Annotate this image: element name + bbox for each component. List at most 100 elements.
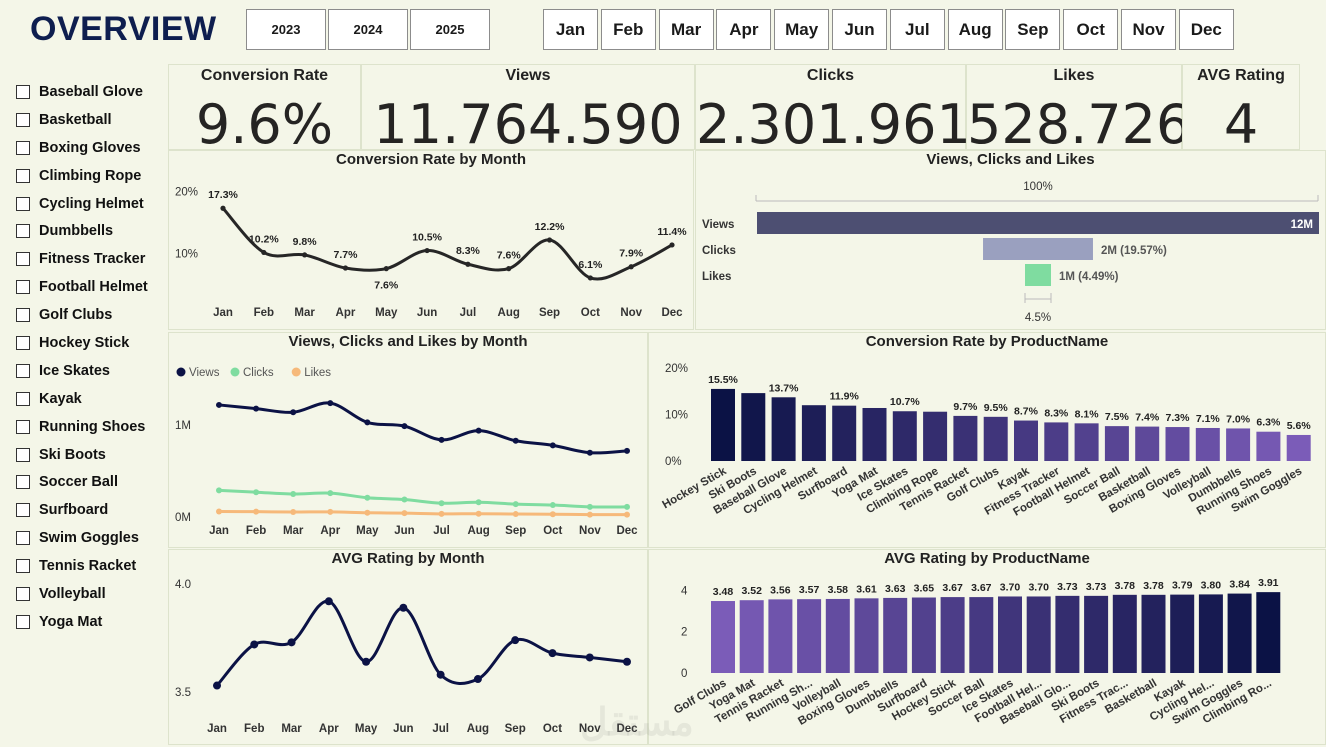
month-button-dec[interactable]: Dec — [1178, 9, 1234, 50]
slicer-item-label: Baseball Glove — [39, 83, 143, 100]
data-point — [401, 510, 408, 517]
slicer-item-cycling-helmet[interactable]: Cycling Helmet — [16, 190, 166, 218]
checkbox[interactable] — [16, 140, 30, 155]
bar — [1112, 594, 1137, 673]
checkbox[interactable] — [16, 224, 30, 239]
checkbox[interactable] — [16, 391, 30, 406]
x-tick-label: Dec — [616, 723, 638, 735]
month-button-jun[interactable]: Jun — [832, 9, 887, 50]
year-button-2023[interactable]: 2023 — [246, 9, 326, 50]
data-point — [549, 511, 556, 518]
month-button-nov[interactable]: Nov — [1121, 9, 1176, 50]
slicer-item-baseball-glove[interactable]: Baseball Glove — [16, 78, 166, 106]
year-button-2024[interactable]: 2024 — [328, 9, 408, 50]
data-point — [327, 490, 334, 497]
checkbox[interactable] — [16, 614, 30, 629]
slicer-item-kayak[interactable]: Kayak — [16, 385, 166, 413]
data-label: 3.78 — [1143, 580, 1164, 592]
slicer-item-surfboard[interactable]: Surfboard — [16, 496, 166, 524]
kpi-value: 528.726 — [967, 93, 1191, 156]
data-label: 15.5% — [708, 374, 738, 386]
funnel-value-label: 1M (4.49%) — [1059, 271, 1119, 283]
data-label: 8.3% — [456, 245, 481, 257]
data-label: 3.84 — [1229, 579, 1250, 591]
month-button-sep[interactable]: Sep — [1005, 9, 1061, 50]
data-label: 3.91 — [1258, 577, 1279, 589]
data-point — [512, 437, 519, 444]
slicer-item-yoga-mat[interactable]: Yoga Mat — [16, 608, 166, 636]
checkbox[interactable] — [16, 168, 30, 183]
month-button-jan[interactable]: Jan — [543, 9, 598, 50]
checkbox[interactable] — [16, 112, 30, 127]
checkbox[interactable] — [16, 475, 30, 490]
data-point — [324, 597, 333, 606]
data-label: 3.70 — [1000, 581, 1021, 593]
slicer-item-soccer-ball[interactable]: Soccer Ball — [16, 468, 166, 496]
checkbox[interactable] — [16, 252, 30, 267]
checkbox[interactable] — [16, 559, 30, 574]
checkbox[interactable] — [16, 503, 30, 518]
data-point — [587, 275, 593, 281]
slicer-item-hockey-stick[interactable]: Hockey Stick — [16, 329, 166, 357]
checkbox[interactable] — [16, 586, 30, 601]
data-label: 3.58 — [828, 584, 849, 596]
slicer-item-tennis-racket[interactable]: Tennis Racket — [16, 552, 166, 580]
slicer-item-label: Football Helmet — [39, 279, 148, 296]
slicer-item-basketball[interactable]: Basketball — [16, 106, 166, 134]
data-label: 10.5% — [412, 232, 442, 244]
data-point — [287, 638, 296, 647]
chart-title: Conversion Rate by ProductName — [865, 333, 1109, 350]
product-slicer: Baseball Glove Basketball Boxing Gloves Cli… — [16, 78, 166, 636]
slicer-item-fitness-tracker[interactable]: Fitness Tracker — [16, 245, 166, 273]
data-point — [506, 266, 512, 272]
month-button-jul[interactable]: Jul — [889, 9, 945, 50]
data-point — [548, 649, 557, 658]
year-button-2025[interactable]: 2025 — [410, 9, 490, 50]
conversion-by-month-panel: Conversion Rate by Month 20% 10% 17.3% Jan 1… — [168, 150, 694, 330]
checkbox[interactable] — [16, 447, 30, 462]
y-tick-label: 3.5 — [175, 687, 191, 699]
bar — [1055, 595, 1080, 673]
slicer-item-football-helmet[interactable]: Football Helmet — [16, 273, 166, 301]
data-point — [383, 266, 389, 272]
month-button-aug[interactable]: Aug — [947, 9, 1003, 50]
data-label: 7.6% — [497, 250, 522, 262]
slicer-item-golf-clubs[interactable]: Golf Clubs — [16, 301, 166, 329]
data-label: 7.5% — [1105, 411, 1130, 423]
slicer-item-volleyball[interactable]: Volleyball — [16, 580, 166, 608]
vcl-by-month-chart: Views Clicks Likes 1M 0M Jan Feb Mar Apr May Jun Ju… — [175, 367, 638, 537]
data-point — [253, 508, 260, 515]
checkbox[interactable] — [16, 280, 30, 295]
slicer-item-boxing-gloves[interactable]: Boxing Gloves — [16, 134, 166, 162]
series-line — [218, 488, 628, 509]
checkbox[interactable] — [16, 335, 30, 350]
checkbox[interactable] — [16, 531, 30, 546]
y-tick-label: 20% — [665, 363, 688, 375]
slicer-item-running-shoes[interactable]: Running Shoes — [16, 413, 166, 441]
y-tick-label: 20% — [175, 186, 198, 198]
data-point — [586, 511, 593, 518]
checkbox[interactable] — [16, 419, 30, 434]
month-button-feb[interactable]: Feb — [600, 9, 656, 50]
checkbox[interactable] — [16, 84, 30, 99]
slicer-item-label: Fitness Tracker — [39, 251, 146, 268]
checkbox[interactable] — [16, 363, 30, 378]
data-point — [399, 603, 408, 612]
slicer-item-label: Running Shoes — [39, 418, 146, 435]
checkbox[interactable] — [16, 308, 30, 323]
slicer-item-ski-boots[interactable]: Ski Boots — [16, 441, 166, 469]
month-button-oct[interactable]: Oct — [1063, 9, 1119, 50]
slicer-item-climbing-rope[interactable]: Climbing Rope — [16, 162, 166, 190]
month-button-apr[interactable]: Apr — [716, 9, 772, 50]
month-button-may[interactable]: May — [774, 9, 830, 50]
checkbox[interactable] — [16, 196, 30, 211]
data-point — [586, 503, 593, 510]
data-point — [512, 511, 519, 518]
slicer-item-swim-goggles[interactable]: Swim Goggles — [16, 524, 166, 552]
x-tick-label: Oct — [543, 723, 562, 735]
bar — [832, 405, 857, 461]
slicer-item-dumbbells[interactable]: Dumbbells — [16, 217, 166, 245]
slicer-item-ice-skates[interactable]: Ice Skates — [16, 357, 166, 385]
x-tick-label: Sep — [539, 307, 560, 319]
month-button-mar[interactable]: Mar — [658, 9, 714, 50]
